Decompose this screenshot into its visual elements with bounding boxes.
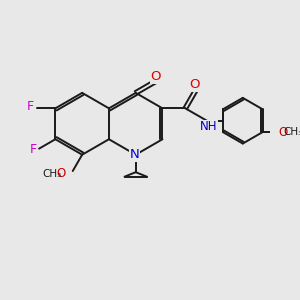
Text: O: O bbox=[279, 126, 288, 139]
Text: O: O bbox=[190, 78, 200, 92]
Text: NH: NH bbox=[200, 120, 218, 133]
Text: F: F bbox=[27, 100, 34, 113]
Text: CH₃: CH₃ bbox=[283, 127, 300, 137]
Text: F: F bbox=[30, 143, 37, 157]
Text: O: O bbox=[57, 167, 66, 180]
Text: N: N bbox=[130, 148, 140, 161]
Text: CH₃: CH₃ bbox=[42, 169, 62, 179]
Text: O: O bbox=[150, 70, 161, 83]
